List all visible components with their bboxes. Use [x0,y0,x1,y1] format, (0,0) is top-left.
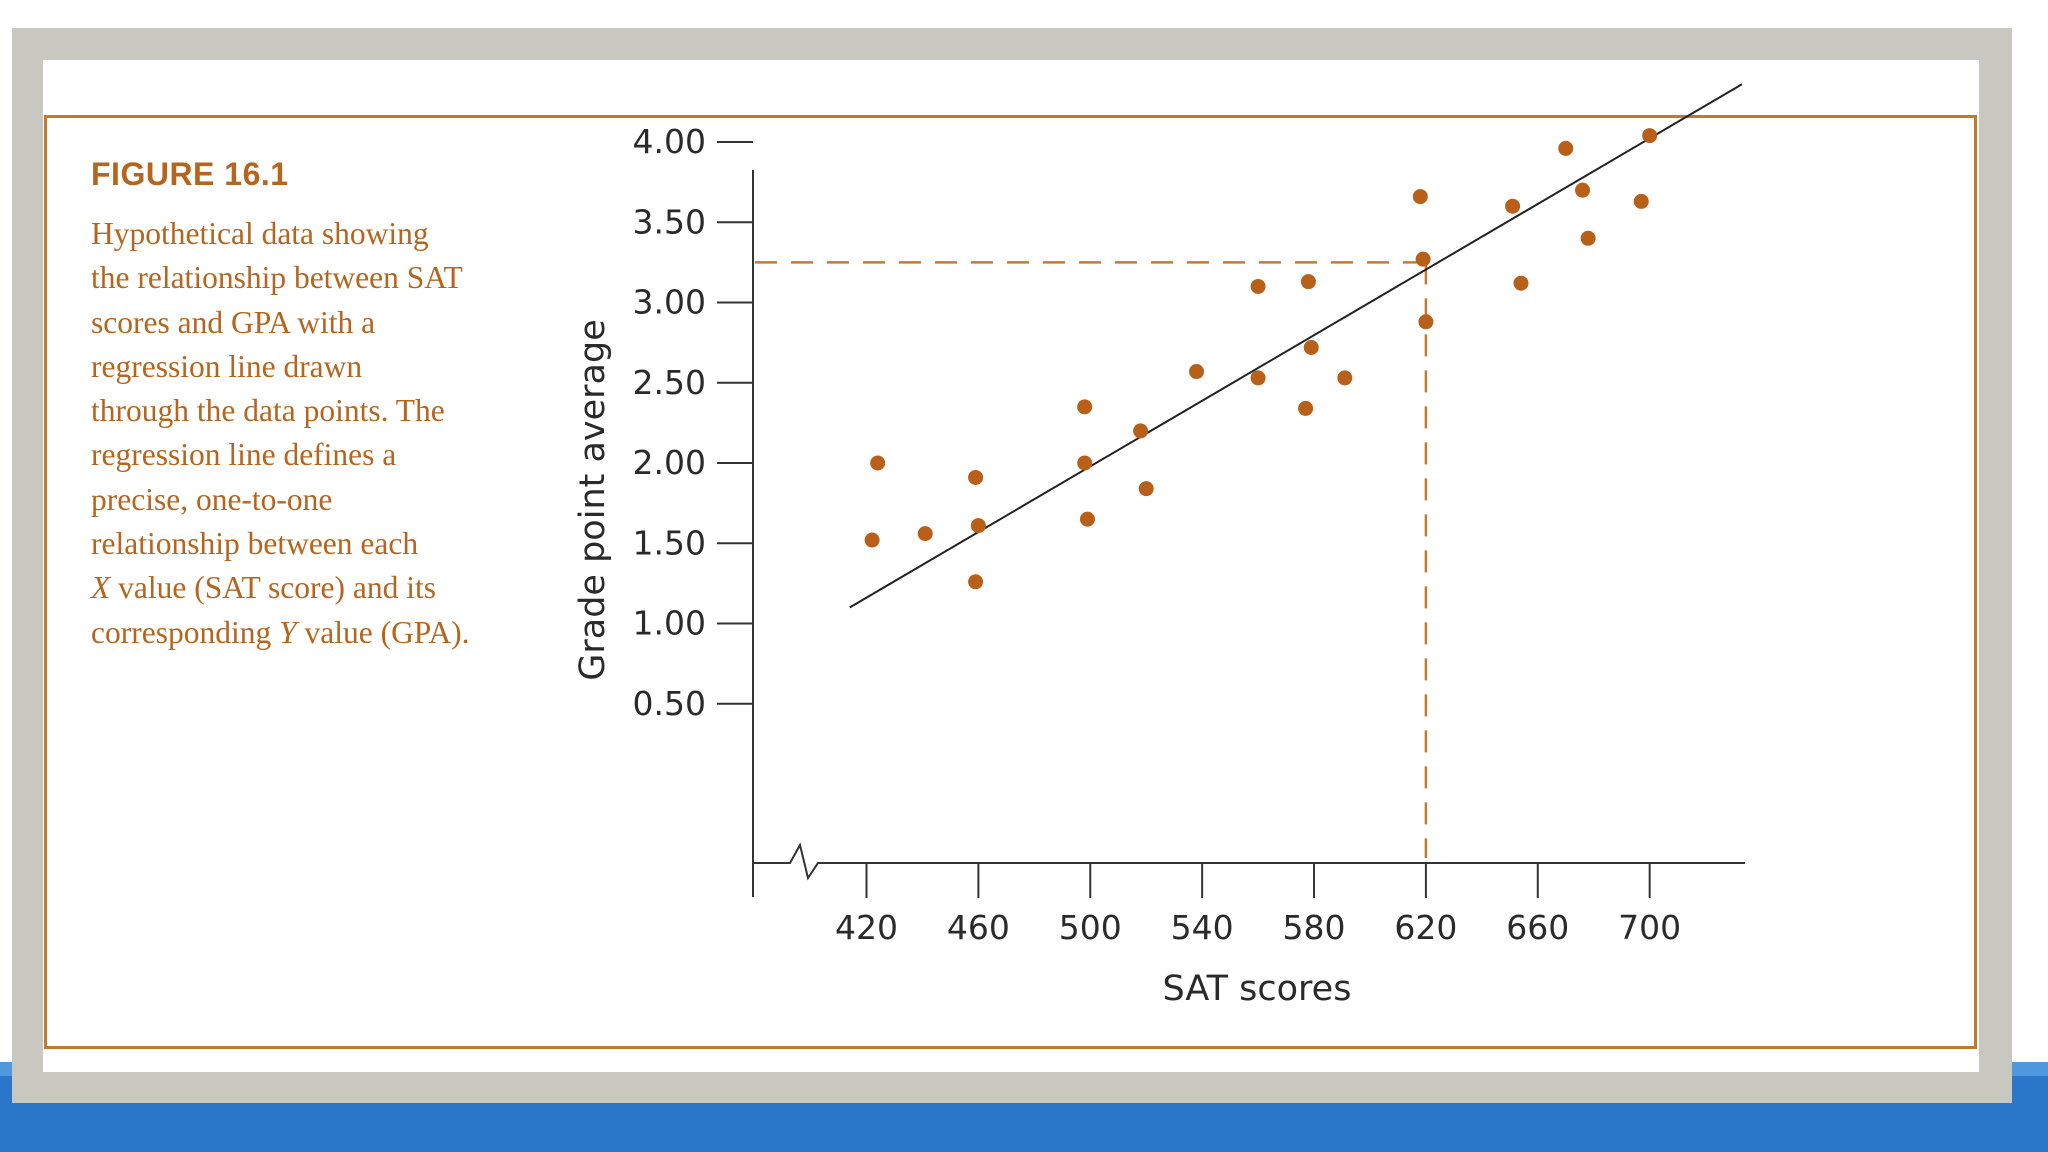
data-point [1558,140,1574,156]
x-tick-label: 700 [1618,908,1681,947]
regression-line-group [849,83,1743,609]
x-tick-label: 460 [947,908,1010,947]
data-point [1580,230,1596,246]
data-point [870,455,886,471]
axes [752,170,1745,897]
data-point [1300,274,1316,290]
figure-label: FIGURE 16.1 [91,156,289,192]
y-tick-label: 3.00 [633,283,706,322]
y-tick-label: 2.50 [633,363,706,402]
caption-line: X value (SAT score) and its [91,566,551,610]
data-point [968,574,984,590]
caption-segment: value (SAT score) and its [110,570,436,606]
x-axis-line-with-break [753,842,1745,881]
caption-line: precise, one-to-one [91,481,333,517]
data-point [1505,198,1521,214]
x-tick-label: 540 [1171,908,1234,947]
data-point [1513,275,1529,291]
regression-line [849,83,1743,609]
x-tick-label: 500 [1059,908,1122,947]
y-tick-label: 1.50 [633,523,706,562]
caption-line: through the data points. The [91,393,445,429]
data-points [864,128,1658,590]
reference-lines [755,261,1428,858]
data-point [1642,128,1658,144]
data-point [1077,455,1093,471]
data-point [1298,400,1314,416]
data-point [917,526,933,542]
x-tick-label: 620 [1394,908,1457,947]
caption-line: corresponding Y value (GPA). [91,611,551,655]
data-point [970,518,986,534]
data-point [1575,182,1591,198]
y-tick-label: 2.00 [633,443,706,482]
caption-line: scores and GPA with a [91,304,376,340]
caption-variable-y: Y [279,614,297,650]
data-point [1250,278,1266,294]
figure-caption: Hypothetical data showing the relationsh… [91,212,551,655]
data-point [1337,370,1353,386]
caption-line: relationship between each [91,526,419,562]
data-point [1303,339,1319,355]
data-point [1415,251,1431,267]
x-axis-ticks: 420 460 500 540 580 620 660 700 [835,863,1681,947]
data-point [864,532,880,548]
caption-segment: corresponding [91,614,280,650]
data-point [1189,364,1205,380]
caption-line: regression line drawn [91,348,363,384]
y-tick-label: 0.50 [633,684,706,723]
x-tick-label: 660 [1506,908,1569,947]
data-point [1138,481,1154,497]
data-point [1133,423,1149,439]
y-tick-label: 4.00 [633,122,706,161]
x-axis-title: SAT scores [1163,969,1352,1009]
data-point [1250,370,1266,386]
y-axis-title: Grade point average [573,319,613,681]
data-point [1633,193,1649,209]
data-point [1077,399,1093,415]
caption-line: Hypothetical data showing [91,216,429,251]
x-tick-label: 580 [1283,908,1346,947]
data-point [1418,314,1434,330]
caption-line: regression line defines a [91,437,397,473]
data-point [1079,511,1095,527]
data-point [1412,189,1428,205]
x-tick-label: 420 [835,908,898,947]
y-tick-label: 3.50 [633,202,706,241]
data-point [968,469,984,485]
figure-box [44,115,1977,1049]
y-tick-label: 1.00 [633,604,706,643]
caption-segment: value (GPA). [296,614,470,650]
caption-line: the relationship between SAT [91,260,463,296]
caption-variable-x: X [91,570,111,606]
y-axis-ticks: 0.50 1.00 1.50 2.00 2.50 3.00 3.50 4.00 [633,122,753,723]
